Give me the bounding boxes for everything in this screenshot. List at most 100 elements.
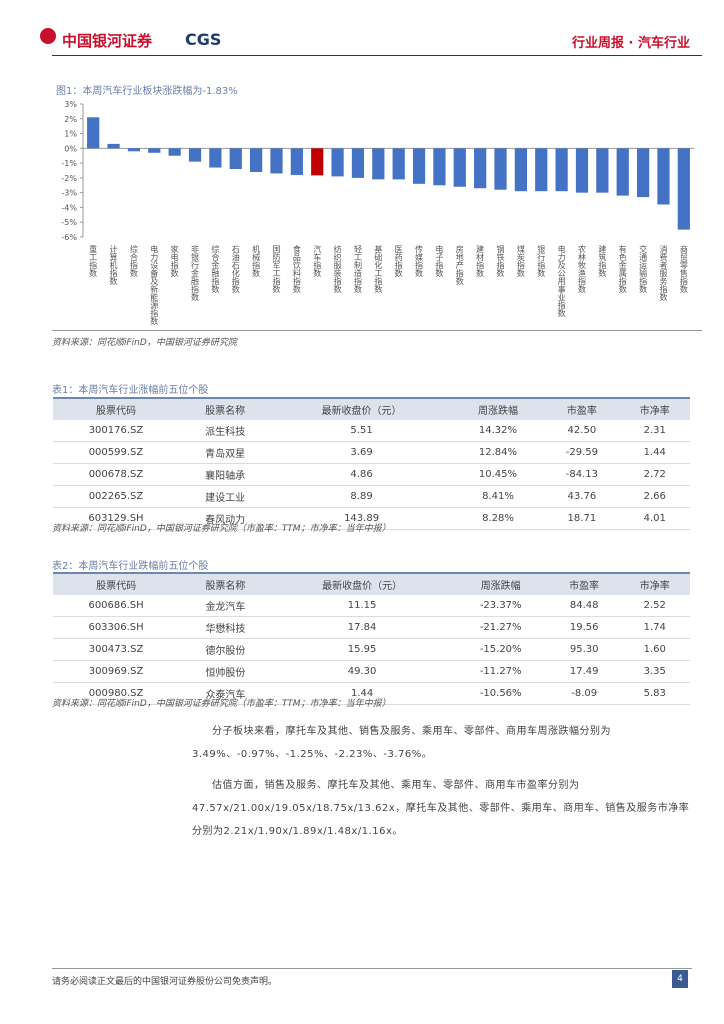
cell: 5.83 [619, 682, 690, 705]
x-tick-label: 重工指数 [89, 244, 98, 278]
x-tick-label: 消费者服务指数 [659, 244, 668, 302]
bar [392, 148, 405, 180]
cell: 603306.SH [53, 616, 180, 639]
bar [188, 148, 202, 162]
cell: 14.32% [451, 420, 545, 442]
cell: 金龙汽车 [179, 595, 272, 617]
cell: 300473.SZ [53, 638, 180, 661]
cell: 000980.SZ [53, 682, 180, 705]
row: 300473.SZ 德尔股份 15.95 -15.20% 95.30 1.60 [53, 638, 690, 661]
paragraph: 估值方面，销售及服务、摩托车及其他、乘用车、零部件、商用车市盈率分别为47.57… [192, 780, 690, 837]
logo-en: CGS [185, 30, 222, 49]
cell: 派生科技 [178, 420, 272, 442]
row: 000678.SZ 襄阳轴承 4.86 10.45% -84.13 2.72 [53, 463, 690, 486]
bar [270, 148, 283, 174]
x-tick-label: 非银行金融指数 [191, 244, 200, 302]
cell: 000678.SZ [53, 463, 179, 486]
rule [52, 330, 702, 331]
bar [535, 148, 548, 192]
x-tick-label: 纺织服装指数 [333, 244, 342, 294]
cell: 5.51 [271, 420, 452, 442]
x-tick-label: 煤炭指数 [516, 244, 525, 278]
bar [311, 148, 324, 176]
cell: 2.66 [619, 485, 690, 508]
y-tick-label: 0% [64, 144, 77, 153]
column-header: 市净率 [619, 397, 690, 420]
bar [657, 148, 670, 205]
bar [453, 148, 466, 187]
cell: 华懋科技 [179, 616, 272, 639]
cell: 600686.SH [53, 595, 180, 617]
cell: 84.48 [548, 595, 620, 617]
cell: 3.69 [271, 441, 452, 464]
bar [290, 148, 303, 175]
y-tick-label: -1% [61, 159, 77, 168]
cell: 15.95 [271, 638, 453, 661]
column-header: 最新收盘价（元） [271, 572, 453, 595]
cell: 德尔股份 [179, 638, 272, 661]
cell: 青岛双星 [178, 441, 272, 464]
bar [250, 148, 263, 172]
cell: 000599.SZ [53, 441, 179, 464]
x-tick-label: 建筑指数 [598, 244, 607, 278]
logo-icon [40, 28, 56, 44]
bar [87, 117, 100, 149]
cell: 1.44 [271, 682, 453, 705]
column-header: 股票名称 [179, 572, 272, 595]
column-header: 市盈率 [548, 572, 620, 595]
bar [168, 148, 181, 156]
cell: 300176.SZ [53, 420, 179, 442]
cell: 建设工业 [178, 485, 272, 508]
x-tick-label: 银行指数 [537, 244, 546, 278]
row: 600686.SH 金龙汽车 11.15 -23.37% 84.48 2.52 [53, 595, 690, 617]
cell: 4.01 [619, 507, 690, 530]
cell: 恒帅股份 [179, 660, 272, 683]
cell: 襄阳轴承 [178, 463, 272, 486]
bar [412, 148, 426, 184]
column-header: 股票代码 [53, 572, 180, 595]
cell: 3.35 [619, 660, 690, 683]
cell: -8.09 [548, 682, 620, 705]
cell: 4.86 [271, 463, 452, 486]
cell: 19.56 [548, 616, 620, 639]
cell: 1.60 [619, 638, 690, 661]
x-tick-label: 交通运输指数 [639, 244, 648, 294]
x-tick-label: 国防军工指数 [272, 245, 281, 294]
cell: -84.13 [544, 463, 620, 486]
chart-title: 图1：本周汽车行业板块涨跌幅为-1.83% [56, 86, 238, 97]
table2-source: 资料来源：同花顺iFinD，中国银河证券研究院（市盈率：TTM；市净率：当年中报… [52, 699, 391, 709]
bar [494, 148, 507, 190]
row: 603306.SH 华懋科技 17.84 -21.27% 19.56 1.74 [53, 616, 690, 639]
row: 002265.SZ 建设工业 8.89 8.41% 43.76 2.66 [53, 485, 690, 508]
bar [514, 148, 527, 192]
row: 300176.SZ 派生科技 5.51 14.32% 42.50 2.31 [53, 420, 690, 442]
cell: 众泰汽车 [179, 682, 272, 705]
x-tick-label: 石油石化指数 [231, 245, 240, 294]
bar [677, 148, 690, 230]
cell: -23.37% [452, 595, 549, 617]
header-right: 行业周报 · 汽车行业 [572, 36, 690, 51]
y-tick-label: -5% [61, 218, 77, 227]
x-tick-label: 食品饮料指数 [292, 244, 301, 294]
cell: 8.41% [451, 485, 545, 508]
x-tick-label: 建材指数 [476, 244, 485, 278]
cell: 11.15 [271, 595, 453, 617]
x-tick-label: 机械指数 [252, 244, 261, 278]
bar [636, 148, 650, 198]
bar [148, 148, 161, 153]
x-tick-label: 农林牧渔指数 [577, 244, 586, 294]
column-header: 股票代码 [53, 397, 179, 420]
x-tick-label: 有色金属指数 [618, 244, 627, 294]
bar [596, 148, 609, 193]
bar [107, 143, 120, 149]
table1-source: 资料来源：同花顺iFinD，中国银河证券研究院（市盈率：TTM；市净率：当年中报… [52, 524, 391, 534]
column-header: 最新收盘价（元） [271, 397, 452, 420]
y-tick-label: 3% [64, 100, 77, 109]
cell: 49.30 [271, 660, 453, 683]
y-tick-label: 2% [64, 115, 77, 124]
cell: 18.71 [544, 507, 620, 530]
y-tick-label: -6% [61, 233, 77, 242]
header-rule [52, 55, 702, 56]
bar [209, 148, 222, 168]
